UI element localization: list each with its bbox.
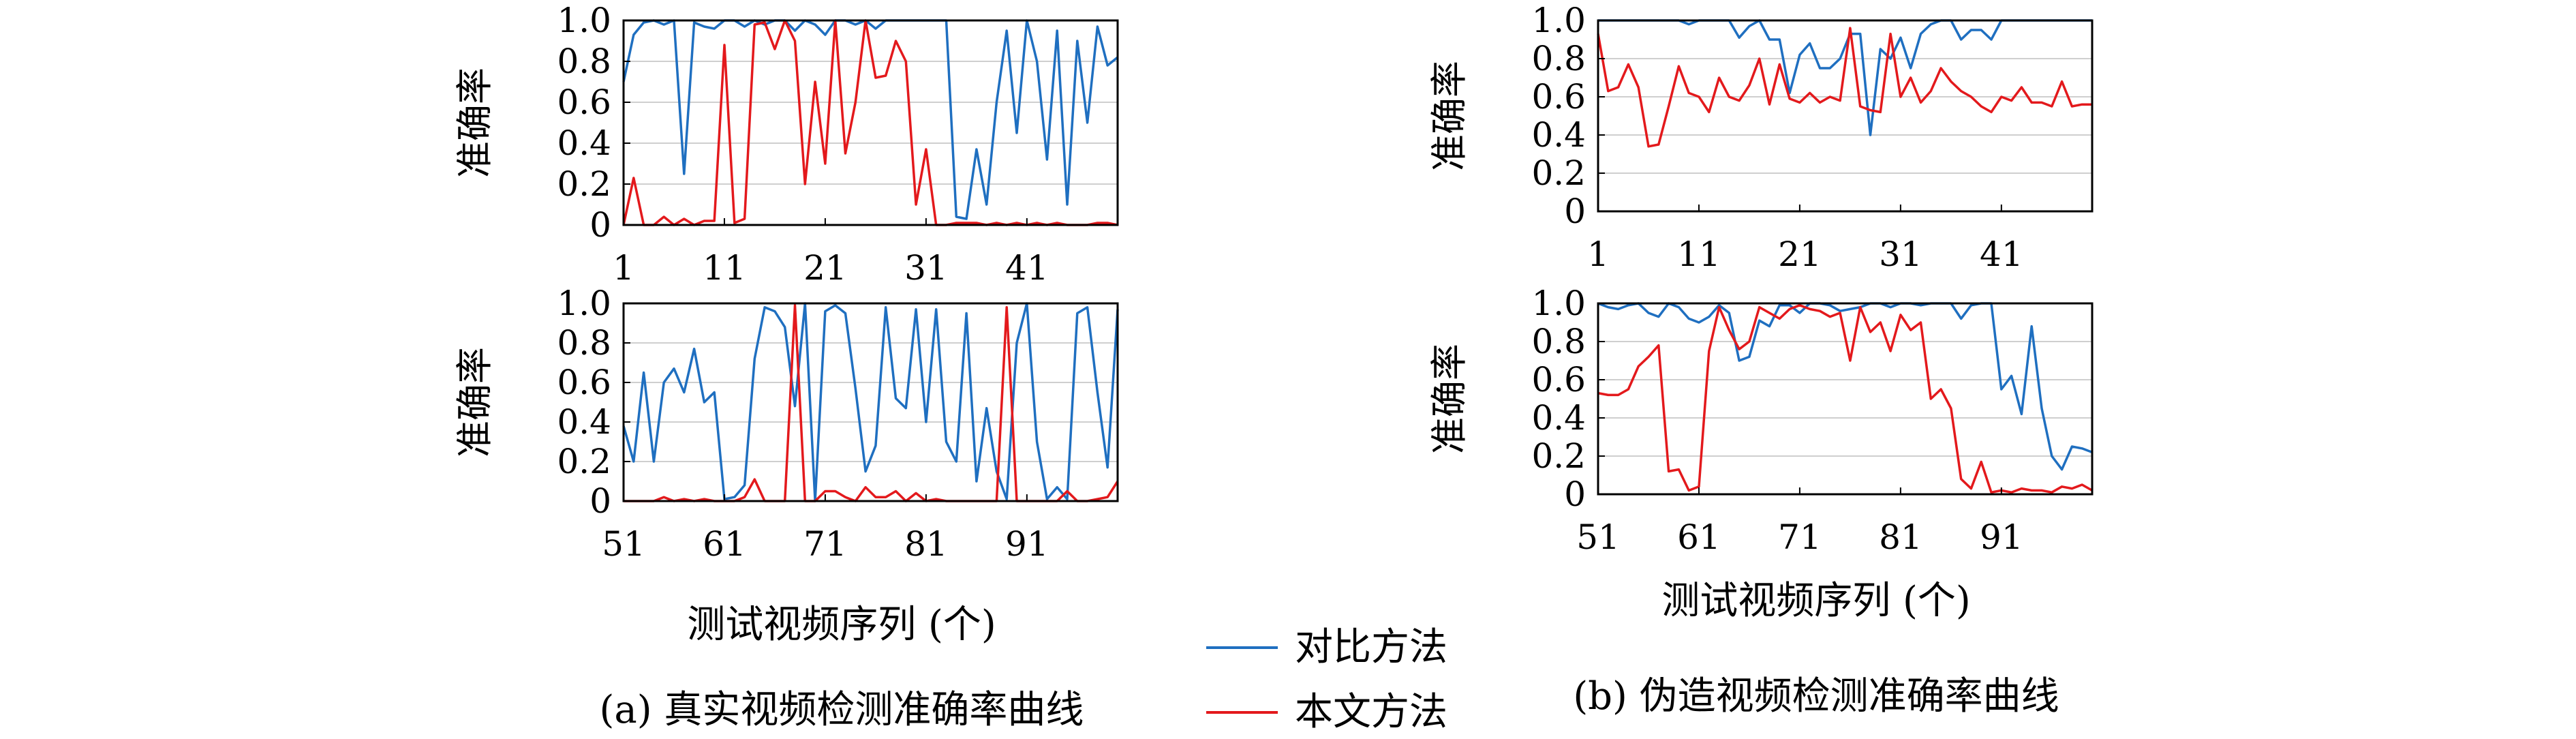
y-tick-label: 0.8	[1531, 322, 1586, 361]
y-tick-label: 0.8	[557, 42, 611, 81]
x-tick-label: 71	[1778, 517, 1822, 557]
plot-frame	[1597, 302, 2094, 496]
x-tick-label: 61	[1677, 517, 1721, 557]
y-tick-label: 0	[589, 205, 611, 245]
y-tick-label: 0	[1564, 474, 1586, 514]
y-tick-label: 0.4	[1531, 115, 1586, 155]
x-tick-label: 11	[1677, 235, 1721, 274]
legend-label-comparison: 对比方法	[1295, 625, 1447, 669]
y-tick-label: 1.0	[1531, 1, 1586, 40]
chart-fake-bottom: 00.20.40.60.81.0 51 61 71 81 91 准确率	[1428, 284, 2094, 557]
y-tick-label: 0	[589, 481, 611, 521]
y-tick-label: 0.2	[557, 164, 611, 204]
x-tick-label: 61	[703, 524, 746, 564]
x-tick-label: 41	[1005, 248, 1049, 288]
x-tick-label: 1	[1587, 235, 1609, 274]
y-tick-label: 0.4	[1531, 398, 1586, 438]
series-line-proposed	[624, 304, 1119, 502]
y-tick-label: 0.6	[557, 363, 611, 402]
y-axis-title: 准确率	[453, 67, 496, 178]
caption-b: (b) 伪造视频检测准确率曲线	[1573, 674, 2059, 719]
y-tick-label: 0.8	[557, 323, 611, 363]
x-tick-label: 81	[904, 524, 948, 564]
y-tick-label: 0.2	[1531, 436, 1586, 476]
x-tick-label: 31	[1879, 235, 1922, 274]
x-tick-label: 41	[1980, 235, 2023, 274]
y-tick-label: 0.8	[1531, 39, 1586, 78]
y-tick-label: 0.4	[557, 402, 611, 442]
x-tick-label: 81	[1879, 517, 1922, 557]
plot-frame	[622, 302, 1119, 502]
y-tick-label: 1.0	[1531, 284, 1586, 323]
x-tick-label: 31	[904, 248, 948, 288]
x-tick-label: 1	[613, 248, 634, 288]
xlabel-right: 测试视频序列 (个)	[1661, 579, 1971, 623]
series-line-proposed	[1597, 27, 2092, 148]
series-line-comparison	[1597, 302, 2093, 471]
x-tick-label: 21	[1778, 235, 1822, 274]
series-line-comparison	[622, 302, 1119, 502]
y-tick-label: 0.6	[1531, 360, 1586, 399]
plot-frame	[622, 19, 1119, 226]
y-tick-label: 0	[1564, 192, 1586, 231]
x-tick-label: 21	[803, 248, 847, 288]
y-axis-title: 准确率	[453, 347, 496, 457]
y-tick-label: 1.0	[557, 284, 611, 323]
y-tick-label: 0.6	[1531, 77, 1586, 117]
series-line-comparison	[622, 19, 1119, 220]
y-axis-title: 准确率	[1428, 344, 1471, 454]
legend-label-proposed: 本文方法	[1295, 690, 1447, 734]
x-tick-label: 11	[703, 248, 746, 288]
y-axis-title: 准确率	[1428, 61, 1471, 171]
y-tick-label: 1.0	[557, 1, 611, 40]
y-tick-label: 0.6	[557, 82, 611, 122]
y-tick-label: 0.2	[1531, 153, 1586, 193]
series-line-comparison	[1598, 19, 2092, 136]
chart-real-bottom: 00.20.40.60.81.0 51 61 71 81 91 准确率	[453, 284, 1119, 564]
x-tick-label: 51	[602, 524, 645, 564]
caption-a: (a) 真实视频检测准确率曲线	[600, 688, 1084, 732]
y-tick-label: 0.4	[557, 123, 611, 163]
series-line-proposed	[622, 19, 1118, 226]
y-tick-label: 0.2	[557, 442, 611, 481]
plot-frame	[1597, 19, 2094, 213]
x-tick-label: 71	[803, 524, 847, 564]
x-tick-label: 91	[1980, 517, 2023, 557]
series-line-proposed	[1597, 304, 2093, 494]
x-tick-label: 51	[1576, 517, 1620, 557]
legend: 对比方法 本文方法	[1206, 625, 1447, 734]
xlabel-left: 测试视频序列 (个)	[687, 603, 996, 647]
x-tick-label: 91	[1005, 524, 1049, 564]
